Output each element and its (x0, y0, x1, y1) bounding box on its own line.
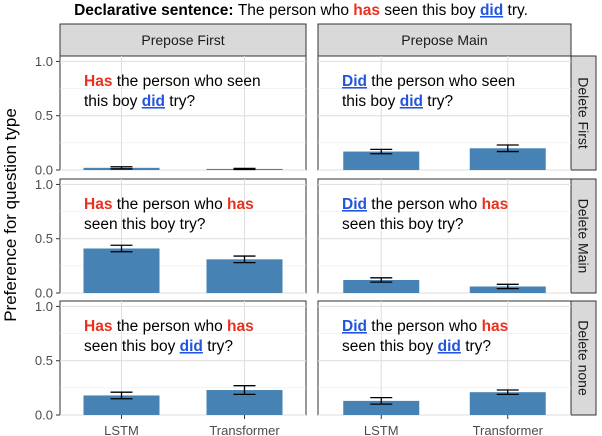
panel-annotation-line: this boy did try? (84, 93, 196, 110)
panel-annotation-line: Has the person who seen (84, 73, 261, 90)
column-strip-label: Prepose First (141, 32, 224, 48)
bar (343, 400, 420, 415)
y-tick-label: 0.0 (35, 163, 53, 178)
bar (206, 259, 283, 293)
y-tick-label: 0.0 (35, 408, 53, 423)
y-tick-label: 1.0 (35, 177, 53, 192)
row-strip-label: Delete none (576, 320, 592, 396)
panel-annotation-line: seen this boy try? (342, 216, 464, 233)
bar (83, 395, 160, 415)
x-tick-label: LSTM (364, 423, 399, 436)
panel-annotation-line: seen this boy did try? (342, 338, 491, 355)
row-strip (570, 178, 597, 294)
y-axis-label: Preference for question type (1, 108, 20, 322)
panel: Has the person who seen this boy did try? (59, 55, 307, 171)
y-tick-label: 0.5 (35, 108, 53, 123)
y-tick-label: 1.0 (35, 54, 53, 69)
panel-annotation-line: seen this boy did try? (84, 338, 233, 355)
x-tick-label: Transformer (209, 423, 280, 436)
row-strip (570, 55, 597, 171)
column-strip (59, 23, 307, 57)
panel-annotation-line: Did the person who has (342, 196, 508, 213)
panel: Did the person who has seen this boy try? (317, 178, 572, 294)
panel-annotation-line: this boy did try? (342, 93, 454, 110)
column-strip-label: Prepose Main (401, 32, 487, 48)
panel-annotation-line: Did the person who has (342, 318, 508, 335)
bar (469, 286, 546, 293)
panel-annotation-line: seen this boy try? (84, 216, 206, 233)
bar (469, 392, 546, 415)
column-strip (317, 23, 572, 57)
y-tick-label: 0.0 (35, 286, 53, 301)
panel-annotation-line: Did the person who seen (342, 73, 515, 90)
panel: Has the person who has seen this boy did … (59, 300, 307, 436)
bar (83, 248, 160, 293)
y-tick-label: 1.0 (35, 299, 53, 314)
panel-annotation-line: Has the person who has (84, 196, 254, 213)
panel-annotation-line: Has the person who has (84, 318, 254, 335)
panel-frame (317, 178, 572, 294)
panel-frame (59, 55, 307, 171)
panel: Has the person who has seen this boy try? (59, 178, 307, 294)
y-tick-label: 0.5 (35, 353, 53, 368)
row-strip-label: Delete First (576, 77, 592, 149)
bar (343, 151, 420, 170)
row-strip (570, 300, 597, 416)
x-tick-label: Transformer (473, 423, 544, 436)
row-strip-label: Delete Main (576, 199, 592, 274)
bar (343, 279, 420, 293)
panel: Did the person who has seen this boy did … (317, 300, 572, 436)
bar (469, 148, 546, 170)
panel: Did the person who seen this boy did try? (317, 55, 572, 171)
y-tick-label: 0.5 (35, 231, 53, 246)
x-tick-label: LSTM (104, 423, 139, 436)
chart-title: Declarative sentence: The person who has… (74, 2, 528, 19)
